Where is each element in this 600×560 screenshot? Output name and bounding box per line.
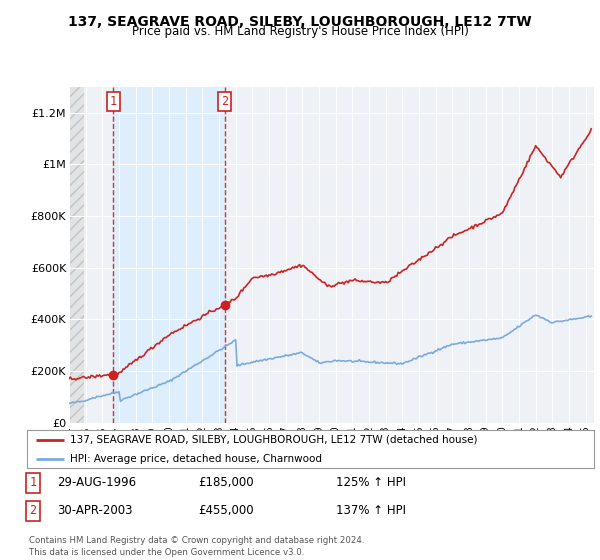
Text: 30-APR-2003: 30-APR-2003: [57, 504, 133, 517]
Text: £185,000: £185,000: [198, 476, 254, 489]
Bar: [113, 87, 224, 423]
Text: 137% ↑ HPI: 137% ↑ HPI: [336, 504, 406, 517]
Text: 1: 1: [110, 95, 117, 108]
Text: 137, SEAGRAVE ROAD, SILEBY, LOUGHBOROUGH, LE12 7TW (detached house): 137, SEAGRAVE ROAD, SILEBY, LOUGHBOROUGH…: [70, 435, 477, 445]
Text: Price paid vs. HM Land Registry's House Price Index (HPI): Price paid vs. HM Land Registry's House …: [131, 25, 469, 38]
Text: HPI: Average price, detached house, Charnwood: HPI: Average price, detached house, Char…: [70, 454, 322, 464]
Text: 1: 1: [29, 476, 37, 489]
Text: 125% ↑ HPI: 125% ↑ HPI: [336, 476, 406, 489]
Text: 2: 2: [29, 504, 37, 517]
Text: 137, SEAGRAVE ROAD, SILEBY, LOUGHBOROUGH, LE12 7TW: 137, SEAGRAVE ROAD, SILEBY, LOUGHBOROUGH…: [68, 15, 532, 29]
Text: 2: 2: [221, 95, 228, 108]
Text: 29-AUG-1996: 29-AUG-1996: [57, 476, 136, 489]
Text: £455,000: £455,000: [198, 504, 254, 517]
Text: Contains HM Land Registry data © Crown copyright and database right 2024.
This d: Contains HM Land Registry data © Crown c…: [29, 536, 364, 557]
